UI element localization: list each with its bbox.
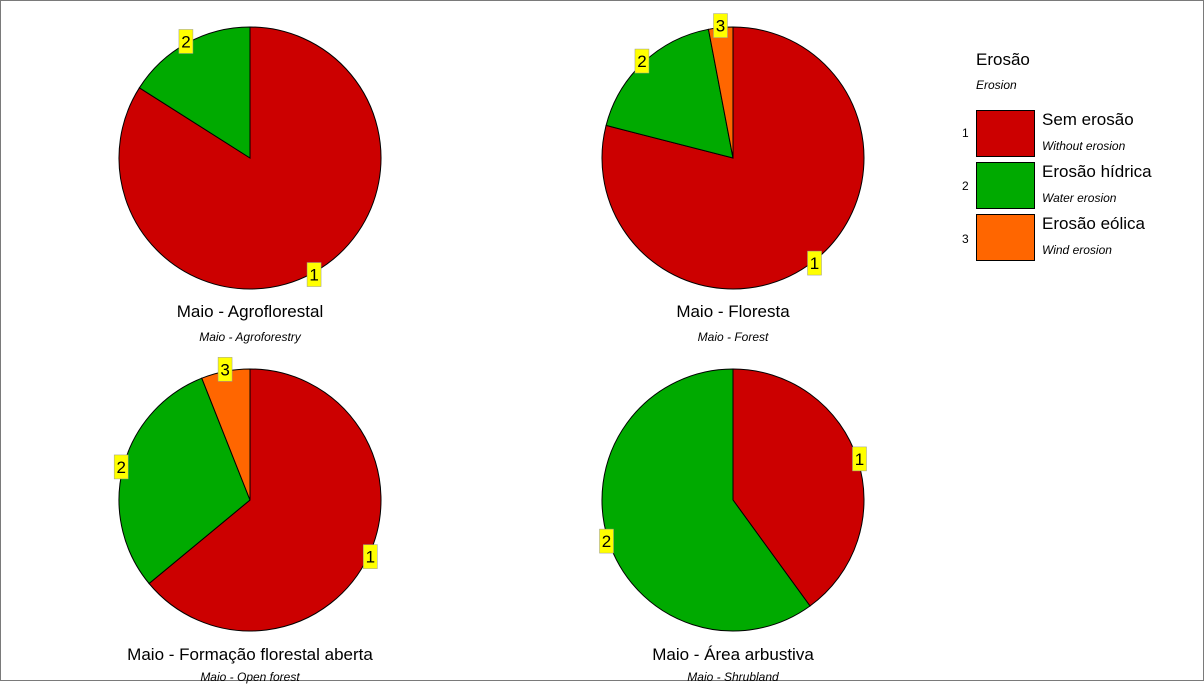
legend-label-without-erosion: Sem erosão [1042,110,1134,129]
pie-label-forest-3: 3 [716,17,725,36]
pie-label-forest-2: 2 [637,52,646,71]
legend-title: Erosão [976,50,1030,69]
legend-subtitle: Erosion [976,78,1017,92]
pie-label-agroforestry-2: 2 [181,32,190,51]
legend-swatch-without-erosion [976,110,1035,157]
pie-label-box-shrubland-2 [599,528,614,554]
pie-label-shrubland-1: 1 [855,450,864,469]
legend-swatch-wind-erosion [976,214,1035,261]
pie-label-box-forest-2 [634,48,650,74]
legend-label-wind-erosion-en: Wind erosion [1042,243,1112,257]
pie-subtitle-shrubland: Maio - Shrubland [687,670,779,684]
pie-charts: 1 2 1 2 3 1 2 3 1 2 [113,13,867,632]
pie-label-box-shrubland-1 [852,446,867,472]
legend-code-2: 2 [962,179,969,193]
legend-label-without-erosion-en: Without erosion [1042,139,1126,153]
legend-label-water-erosion-en: Water erosion [1042,191,1117,205]
pie-label-box-forest-3 [713,13,728,38]
pie-label-box-open-forest-1 [363,544,378,569]
pie-label-agroforestry-1: 1 [309,266,318,285]
pie-label-box-open-forest-3 [217,357,233,382]
legend-code-3: 3 [962,232,969,246]
legend-label-water-erosion: Erosão hídrica [1042,162,1152,181]
pie-label-box-agroforestry-2 [178,29,194,54]
legend-code-1: 1 [962,126,969,140]
pie-title-forest: Maio - Floresta [676,302,790,321]
pie-title-open-forest: Maio - Formação florestal aberta [127,645,373,664]
pie-label-box-forest-1 [807,250,822,276]
legend-label-wind-erosion: Erosão eólica [1042,214,1146,233]
pie-label-open-forest-1: 1 [366,548,375,567]
pie-label-forest-1: 1 [810,254,819,273]
pie-label-shrubland-2: 2 [602,532,611,551]
pie-label-box-agroforestry-1 [306,262,322,287]
pie-title-agroforestry: Maio - Agroflorestal [176,302,324,321]
pie-subtitle-forest: Maio - Forest [697,330,769,344]
pie-label-open-forest-2: 2 [116,458,125,477]
pie-title-shrubland: Maio - Área arbustiva [652,645,814,664]
pie-label-box-open-forest-2 [113,454,129,480]
legend-swatch-water-erosion [976,162,1035,209]
pie-subtitle-open-forest: Maio - Open forest [200,670,300,684]
pie-label-open-forest-3: 3 [220,360,229,379]
pie-subtitle-agroforestry: Maio - Agroforestry [199,330,301,344]
